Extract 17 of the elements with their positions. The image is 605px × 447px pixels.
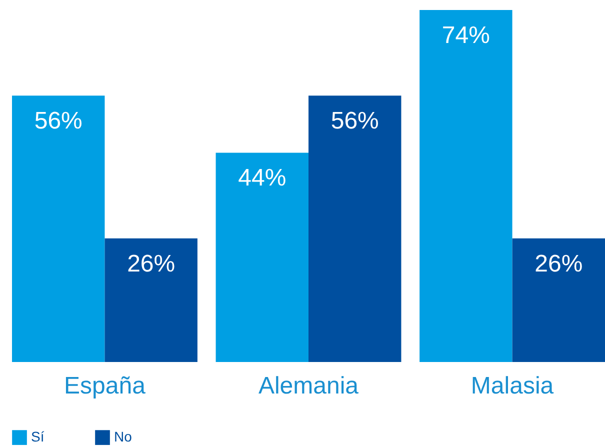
- bar: [12, 96, 105, 362]
- data-label: 56%: [330, 108, 379, 135]
- bar: [216, 152, 308, 362]
- data-label: 44%: [238, 164, 286, 192]
- data-label: 26%: [534, 250, 583, 278]
- bar: [420, 10, 512, 362]
- legend-label: No: [114, 428, 132, 445]
- bar: [308, 96, 402, 362]
- x-tick-label: Malasia: [470, 372, 554, 400]
- data-label: 26%: [127, 250, 176, 278]
- x-tick-label: España: [64, 372, 146, 400]
- legend-label: Sí: [31, 428, 44, 445]
- data-label: 74%: [442, 22, 490, 49]
- data-label: 56%: [34, 108, 82, 135]
- bar: [512, 238, 605, 362]
- x-tick-label: Alemania: [258, 372, 360, 400]
- bar: [104, 238, 198, 362]
